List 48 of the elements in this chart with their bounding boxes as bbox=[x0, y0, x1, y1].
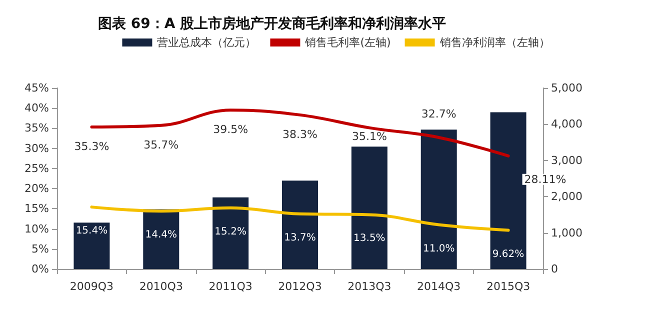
data-label: 35.3% bbox=[74, 140, 110, 154]
bar bbox=[143, 209, 180, 269]
y2-tick-label: 1,000 bbox=[551, 226, 582, 240]
y-tick-label: 40% bbox=[24, 102, 49, 115]
y-tick-label: 35% bbox=[24, 122, 49, 135]
data-label: 38.3% bbox=[282, 128, 318, 141]
data-label: 15.4% bbox=[76, 226, 108, 237]
x-tick-label: 2009Q3 bbox=[70, 280, 114, 293]
data-label: 35.7% bbox=[144, 138, 179, 152]
y-tick-label: 10% bbox=[24, 222, 49, 236]
data-label: 28.11% bbox=[524, 172, 566, 186]
data-label: 35.1% bbox=[352, 130, 387, 143]
x-tick-label: 2013Q3 bbox=[348, 280, 392, 293]
bar bbox=[490, 112, 526, 269]
data-label: 14.4% bbox=[145, 230, 178, 241]
bar bbox=[420, 130, 457, 269]
bar bbox=[212, 197, 249, 269]
bar bbox=[351, 146, 388, 269]
x-tick-label: 2010Q3 bbox=[139, 280, 183, 293]
x-tick-label: 2011Q3 bbox=[208, 280, 252, 293]
y-tick-label: 0% bbox=[32, 262, 49, 276]
legend-label: 营业总成本（亿元） bbox=[157, 36, 256, 49]
data-label: 39.5% bbox=[213, 123, 248, 136]
legend-label: 销售毛利率(左轴) bbox=[304, 36, 391, 49]
y-tick-label: 45% bbox=[24, 82, 49, 94]
data-label: 32.7% bbox=[421, 107, 456, 120]
y-tick-label: 20% bbox=[24, 182, 49, 196]
y2-tick-label: 3,000 bbox=[551, 154, 582, 167]
data-label: 13.7% bbox=[284, 232, 316, 244]
x-tick-label: 2014Q3 bbox=[417, 280, 461, 293]
legend-label: 销售净利润率（左轴） bbox=[438, 36, 550, 49]
y2-tick-label: 2,000 bbox=[551, 190, 582, 204]
y2-tick-label: 0 bbox=[551, 262, 558, 276]
chart-title: 图表 69：A 股上市房地产开发商毛利率和净利润率水平 bbox=[98, 15, 446, 32]
x-tick-label: 2015Q3 bbox=[486, 280, 530, 293]
y-tick-label: 15% bbox=[24, 202, 49, 216]
data-label: 9.62% bbox=[492, 248, 524, 260]
y2-tick-label: 4,000 bbox=[551, 118, 582, 131]
y-tick-label: 5% bbox=[32, 242, 49, 256]
y2-tick-label: 5,000 bbox=[551, 82, 582, 94]
data-label: 13.5% bbox=[354, 233, 386, 244]
bar bbox=[282, 180, 318, 269]
x-tick-label: 2012Q3 bbox=[278, 280, 322, 293]
bar bbox=[74, 222, 110, 269]
data-label: 11.0% bbox=[422, 243, 455, 254]
y-tick-label: 25% bbox=[24, 162, 49, 175]
data-label: 15.2% bbox=[214, 226, 246, 238]
y-tick-label: 30% bbox=[24, 142, 49, 155]
